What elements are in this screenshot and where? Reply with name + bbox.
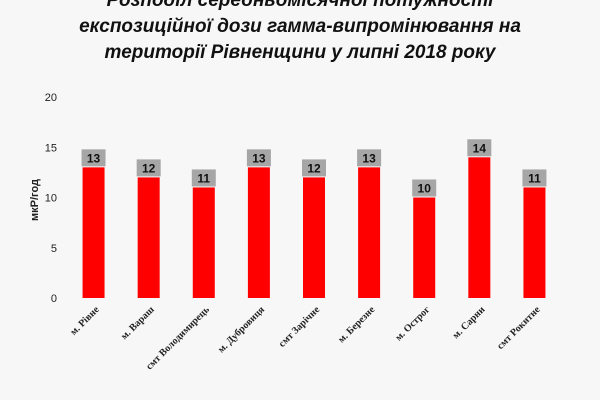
- bar: [137, 177, 160, 298]
- bar: [358, 167, 381, 298]
- y-tick-label: 20: [45, 92, 57, 104]
- title-line-1: Розподіл середньомісячної потужності: [106, 0, 494, 11]
- x-tick-label: м. Березне: [336, 304, 377, 345]
- data-label: 13: [87, 151, 101, 165]
- data-label: 13: [252, 151, 266, 165]
- data-label-box: [191, 169, 216, 187]
- y-tick-label: 10: [45, 193, 57, 205]
- y-tick-label: 5: [51, 243, 57, 255]
- x-tick-label: смт Рокитне: [495, 304, 543, 352]
- title-line-3: території Рівненщини у липні 2018 року: [104, 42, 496, 63]
- data-label-box: [302, 159, 326, 177]
- data-label-box: [136, 159, 161, 177]
- bar: [523, 187, 546, 298]
- bar: [82, 167, 105, 298]
- bar: [192, 187, 215, 298]
- data-label-box: [81, 149, 106, 167]
- data-label-box: [467, 139, 492, 157]
- x-tick-label: м. Острог: [393, 304, 432, 343]
- bar: [247, 167, 270, 298]
- x-tick-label: м. Рівне: [68, 304, 102, 338]
- data-label: 12: [142, 161, 156, 175]
- bar: [413, 197, 436, 298]
- title-line-2: експозиційної дози гамма-випромінювання …: [79, 16, 521, 37]
- y-axis-label: мкР/год: [29, 179, 41, 221]
- bar: [468, 157, 491, 298]
- bar: [303, 177, 325, 298]
- x-tick-label: м. Дубровиця: [216, 304, 267, 355]
- data-label: 14: [473, 141, 487, 155]
- data-label: 12: [307, 161, 321, 175]
- data-label: 10: [418, 182, 432, 196]
- data-label-box: [522, 169, 547, 187]
- y-tick-label: 0: [51, 293, 57, 305]
- data-label-box: [412, 179, 437, 197]
- data-label-box: [357, 149, 382, 167]
- data-label: 11: [528, 171, 541, 185]
- x-tick-label: смт Зарічне: [277, 304, 323, 350]
- data-label-box: [246, 149, 271, 167]
- x-tick-label: м. Сарни: [451, 304, 488, 341]
- y-tick-label: 15: [45, 142, 57, 154]
- data-label: 11: [197, 171, 210, 185]
- x-tick-label: м. Вараш: [119, 304, 157, 342]
- data-label: 13: [362, 151, 376, 165]
- chart-title: Розподіл середньомісячної потужності екс…: [0, 0, 600, 66]
